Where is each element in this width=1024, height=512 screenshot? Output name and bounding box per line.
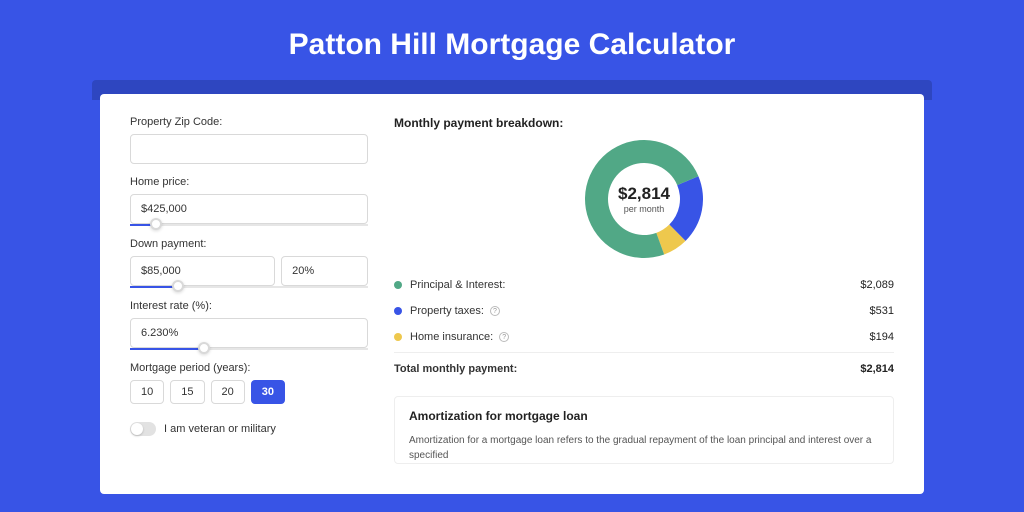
- legend-dot: [394, 281, 402, 289]
- period-button-30[interactable]: 30: [251, 380, 285, 404]
- legend-row: Home insurance:? $194: [394, 324, 894, 350]
- veteran-row: I am veteran or military: [130, 422, 368, 436]
- interest-input[interactable]: [130, 318, 368, 348]
- total-label: Total monthly payment:: [394, 363, 517, 375]
- amortization-title: Amortization for mortgage loan: [409, 409, 879, 423]
- total-value: $2,814: [860, 363, 894, 375]
- form-column: Property Zip Code: Home price: Down paym…: [130, 116, 368, 494]
- zip-label: Property Zip Code:: [130, 116, 368, 128]
- donut-amount: $2,814: [618, 184, 670, 204]
- home-price-slider[interactable]: [130, 224, 368, 226]
- veteran-label: I am veteran or military: [164, 423, 276, 435]
- legend: Principal & Interest: $2,089 Property taxe…: [394, 272, 894, 350]
- down-payment-pct-input[interactable]: [281, 256, 368, 286]
- amortization-card: Amortization for mortgage loan Amortizat…: [394, 396, 894, 464]
- interest-label: Interest rate (%):: [130, 300, 368, 312]
- legend-row: Principal & Interest: $2,089: [394, 272, 894, 298]
- legend-label: Home insurance:: [410, 331, 493, 343]
- donut-chart: $2,814 per month: [394, 140, 894, 258]
- legend-row: Property taxes:? $531: [394, 298, 894, 324]
- total-row: Total monthly payment: $2,814: [394, 352, 894, 382]
- legend-dot: [394, 307, 402, 315]
- home-price-label: Home price:: [130, 176, 368, 188]
- breakdown-title: Monthly payment breakdown:: [394, 116, 894, 130]
- period-label: Mortgage period (years):: [130, 362, 368, 374]
- home-price-input[interactable]: [130, 194, 368, 224]
- page-title: Patton Hill Mortgage Calculator: [0, 0, 1024, 80]
- slider-thumb[interactable]: [150, 218, 162, 230]
- down-payment-input[interactable]: [130, 256, 275, 286]
- breakdown-column: Monthly payment breakdown: $2,814 per mo…: [394, 116, 894, 494]
- interest-slider[interactable]: [130, 348, 368, 350]
- slider-fill: [130, 348, 204, 350]
- donut-sub: per month: [618, 204, 670, 214]
- legend-label: Property taxes:: [410, 305, 484, 317]
- donut-center: $2,814 per month: [618, 184, 670, 214]
- legend-value: $2,089: [860, 279, 894, 291]
- legend-label: Principal & Interest:: [410, 279, 505, 291]
- zip-input[interactable]: [130, 134, 368, 164]
- period-button-10[interactable]: 10: [130, 380, 164, 404]
- slider-thumb[interactable]: [172, 280, 184, 292]
- legend-value: $194: [870, 331, 894, 343]
- toggle-knob: [131, 423, 143, 435]
- period-button-20[interactable]: 20: [211, 380, 245, 404]
- down-payment-slider[interactable]: [130, 286, 368, 288]
- slider-thumb[interactable]: [198, 342, 210, 354]
- veteran-toggle[interactable]: [130, 422, 156, 436]
- slider-fill: [130, 286, 178, 288]
- period-buttons: 1015 2030: [130, 380, 368, 404]
- legend-dot: [394, 333, 402, 341]
- period-button-15[interactable]: 15: [170, 380, 204, 404]
- down-payment-label: Down payment:: [130, 238, 368, 250]
- info-icon[interactable]: ?: [490, 306, 500, 316]
- info-icon[interactable]: ?: [499, 332, 509, 342]
- legend-value: $531: [870, 305, 894, 317]
- amortization-text: Amortization for a mortgage loan refers …: [409, 433, 879, 463]
- calculator-card: Property Zip Code: Home price: Down paym…: [100, 94, 924, 494]
